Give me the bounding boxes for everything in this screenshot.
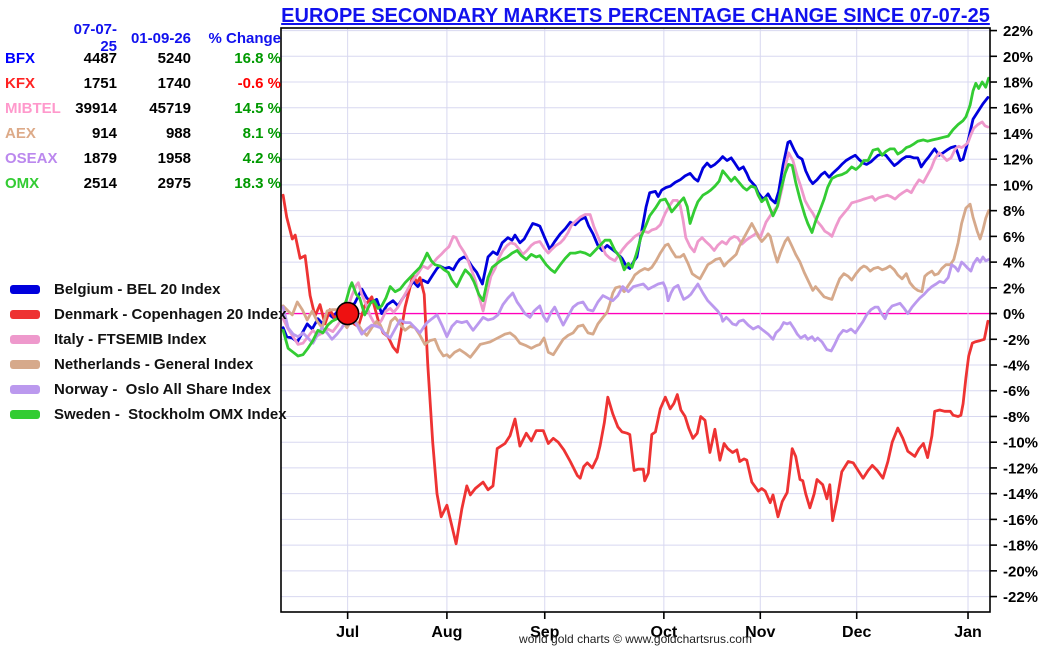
x-tick-label: Dec <box>842 624 871 641</box>
table-header-change: % Change <box>208 29 281 47</box>
x-tick-label: Jul <box>336 624 359 641</box>
symbol-label: MIBTEL <box>5 100 61 117</box>
y-tick-label: -6% <box>1003 383 1030 400</box>
percent-change: 8.1 % <box>242 125 281 142</box>
y-tick-label: 16% <box>1003 100 1033 117</box>
end-value: 2975 <box>157 175 191 192</box>
start-value: 1751 <box>83 75 117 92</box>
legend-item: Belgium - BEL 20 Index <box>10 277 287 302</box>
symbol-label: KFX <box>5 75 35 92</box>
legend-label: Belgium - BEL 20 Index <box>54 281 221 298</box>
x-tick-label: Nov <box>745 624 775 641</box>
y-tick-label: 4% <box>1003 255 1025 272</box>
series-line-kfx <box>281 193 990 546</box>
legend-item: Italy - FTSEMIB Index <box>10 327 287 352</box>
table-header-row: 07-07-25 01-09-26 % Change <box>5 21 281 55</box>
percent-change: 14.5 % <box>234 100 281 117</box>
y-tick-label: 0% <box>1003 306 1025 323</box>
start-value: 1879 <box>83 150 117 167</box>
legend-swatch-netherlands <box>10 360 40 369</box>
end-value: 5240 <box>157 50 191 67</box>
series-line-ftsemib <box>281 120 990 346</box>
y-tick-label: -10% <box>1003 435 1038 452</box>
y-tick-label: -8% <box>1003 409 1030 426</box>
legend-swatch-belgium <box>10 285 40 294</box>
y-tick-label: 8% <box>1003 203 1025 220</box>
table-row: MIBTEL 39914 45719 14.5 % <box>5 96 281 121</box>
symbol-label: AEX <box>5 125 36 142</box>
percent-change: 4.2 % <box>242 150 281 167</box>
end-value: 1740 <box>157 75 191 92</box>
y-tick-label: -22% <box>1003 589 1038 606</box>
y-tick-label: 18% <box>1003 75 1033 92</box>
y-tick-label: 20% <box>1003 49 1033 66</box>
series-line-bel20 <box>281 96 990 344</box>
legend-swatch-sweden <box>10 410 40 419</box>
plot-border <box>280 27 991 613</box>
table-row: OMX 2514 2975 18.3 % <box>5 171 281 196</box>
y-tick-label: -12% <box>1003 460 1038 477</box>
table-row: AEX 914 988 8.1 % <box>5 121 281 146</box>
start-value: 914 <box>91 125 117 142</box>
end-value: 988 <box>165 125 191 142</box>
y-tick-label: 2% <box>1003 280 1025 297</box>
start-value: 39914 <box>75 100 117 117</box>
table-row: KFX 1751 1740 -0.6 % <box>5 71 281 96</box>
y-tick-label: 6% <box>1003 229 1025 246</box>
y-tick-label: 14% <box>1003 126 1033 143</box>
legend-item: Denmark - Copenhagen 20 Index <box>10 302 287 327</box>
legend-swatch-denmark <box>10 310 40 319</box>
table-header-end-date: 01-09-26 <box>130 29 191 47</box>
y-tick-label: 12% <box>1003 152 1033 169</box>
y-tick-label: -14% <box>1003 486 1038 503</box>
end-value: 45719 <box>149 100 191 117</box>
legend-label: Norway - Oslo All Share Index <box>54 381 272 398</box>
legend-label: Italy - FTSEMIB Index <box>54 331 207 348</box>
start-value: 2514 <box>83 175 117 192</box>
legend-swatch-norway <box>10 385 40 394</box>
y-tick-label: 22% <box>1003 23 1033 40</box>
table-row: OSEAX 1879 1958 4.2 % <box>5 146 281 171</box>
start-value: 4487 <box>83 50 117 67</box>
legend-label: Denmark - Copenhagen 20 Index <box>54 306 287 323</box>
y-tick-label: 10% <box>1003 177 1033 194</box>
x-tick-label: Sep <box>530 624 560 641</box>
series-line-omx <box>281 76 990 358</box>
y-tick-label: -4% <box>1003 358 1030 375</box>
series-line-aex <box>281 202 990 359</box>
symbol-label: OMX <box>5 175 40 192</box>
y-tick-label: -16% <box>1003 512 1038 529</box>
percent-change: -0.6 % <box>237 75 281 92</box>
x-tick-label: Jan <box>954 624 982 641</box>
series-line-oseax <box>281 255 990 353</box>
legend-swatch-italy <box>10 335 40 344</box>
legend-label: Netherlands - General Index <box>54 356 254 373</box>
legend-item: Sweden - Stockholm OMX Index <box>10 402 287 427</box>
x-tick-label: Aug <box>431 624 462 641</box>
chart-title: EUROPE SECONDARY MARKETS PERCENTAGE CHAN… <box>281 5 990 27</box>
symbol-label: OSEAX <box>5 150 58 167</box>
percent-change: 18.3 % <box>234 175 281 192</box>
table-row: BFX 4487 5240 16.8 % <box>5 46 281 71</box>
table-header-start-date: 07-07-25 <box>73 21 117 55</box>
legend-item: Netherlands - General Index <box>10 352 287 377</box>
percent-change: 16.8 % <box>234 50 281 67</box>
start-marker-dot <box>335 301 360 326</box>
y-tick-label: -18% <box>1003 538 1038 555</box>
symbol-label: BFX <box>5 50 35 67</box>
end-value: 1958 <box>157 150 191 167</box>
legend: Belgium - BEL 20 Index Denmark - Copenha… <box>10 277 287 427</box>
legend-label: Sweden - Stockholm OMX Index <box>54 406 287 423</box>
legend-item: Norway - Oslo All Share Index <box>10 377 287 402</box>
x-tick-label: Oct <box>651 624 678 641</box>
summary-table: 07-07-25 01-09-26 % Change BFX 4487 5240… <box>5 21 281 196</box>
footer-credit: world gold charts © www.goldchartsrus.co… <box>519 632 752 646</box>
y-tick-label: -20% <box>1003 563 1038 580</box>
y-tick-label: -2% <box>1003 332 1030 349</box>
